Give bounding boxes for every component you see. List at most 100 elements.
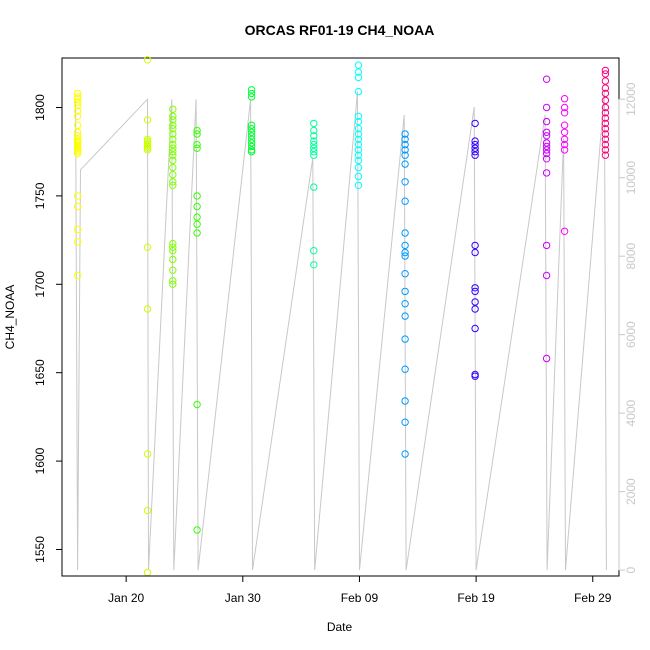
data-point: [401, 130, 409, 138]
data-point: [247, 142, 256, 151]
data-point: [471, 137, 479, 145]
data-point: [247, 86, 256, 94]
data-point: [73, 102, 82, 110]
data-point: [601, 140, 610, 149]
data-point: [542, 132, 551, 140]
data-point: [143, 450, 152, 458]
data-point: [310, 126, 318, 135]
data-point: [542, 117, 551, 126]
data-point: [542, 139, 551, 147]
y-tick-label: 1650: [33, 359, 47, 386]
data-point: [169, 144, 177, 152]
x-tick-label: Feb 09: [341, 591, 379, 605]
data-point: [601, 135, 610, 144]
data-point: [354, 181, 363, 190]
data-point: [169, 135, 177, 144]
data-point: [193, 229, 201, 237]
data-point: [310, 183, 318, 191]
data-point: [542, 169, 551, 177]
data-point: [73, 89, 82, 98]
data-point: [354, 146, 363, 154]
data-point: [169, 243, 177, 251]
data-point: [193, 140, 201, 149]
data-point: [471, 248, 479, 257]
series-rf08: [401, 130, 409, 458]
right-tick-label: 6000: [624, 321, 638, 348]
data-point: [471, 119, 479, 128]
data-point: [354, 61, 363, 69]
data-point: [601, 151, 610, 159]
data-point: [471, 151, 479, 159]
data-point: [169, 140, 177, 149]
secondary-line: [75, 91, 607, 571]
data-point: [354, 117, 363, 126]
data-point: [73, 107, 82, 115]
data-point: [354, 125, 363, 133]
series-rf11: [560, 95, 569, 236]
data-point: [73, 149, 82, 158]
data-point: [354, 156, 363, 165]
data-point: [401, 248, 409, 257]
data-point: [560, 135, 569, 144]
data-point: [73, 271, 82, 280]
right-tick-label: 12000: [624, 82, 638, 116]
data-point: [354, 151, 363, 159]
data-point: [401, 335, 409, 343]
right-tick-label: 10000: [624, 161, 638, 195]
data-point: [247, 93, 256, 101]
data-point: [193, 126, 201, 135]
data-point: [542, 142, 551, 151]
y-tick-label: 1800: [33, 94, 47, 121]
series-rf03: [169, 105, 177, 288]
y-tick-label: 1750: [33, 182, 47, 209]
data-point: [247, 121, 256, 129]
data-point: [247, 132, 256, 140]
data-point: [560, 95, 569, 103]
data-point: [560, 227, 569, 236]
data-point: [542, 75, 551, 83]
data-point: [401, 418, 409, 426]
data-point: [143, 116, 152, 124]
data-point: [401, 151, 409, 159]
data-point: [169, 280, 177, 288]
series-rf09: [471, 119, 479, 380]
data-point: [169, 130, 177, 138]
data-point: [542, 241, 551, 250]
data-point: [169, 151, 177, 159]
data-point: [354, 140, 363, 149]
data-point: [193, 130, 201, 138]
right-tick-label: 4000: [624, 399, 638, 426]
data-point: [601, 70, 610, 78]
data-point: [247, 139, 256, 147]
right-tick-label: 8000: [624, 243, 638, 270]
data-points-layer: [73, 56, 610, 577]
data-point: [73, 95, 82, 103]
data-point: [169, 156, 177, 165]
data-point: [310, 137, 318, 145]
data-point: [73, 121, 82, 129]
data-point: [310, 148, 318, 156]
data-point: [310, 144, 318, 152]
data-point: [601, 89, 610, 98]
data-point: [169, 116, 177, 124]
data-point: [601, 96, 610, 105]
x-axis: Jan 20 Jan 30 Feb 09 Feb 19 Feb 29: [108, 575, 612, 605]
data-point: [193, 526, 201, 534]
data-point: [601, 146, 610, 154]
data-point: [601, 77, 610, 85]
data-point: [354, 112, 363, 121]
data-point: [193, 213, 201, 221]
right-tick-label: 2000: [624, 478, 638, 505]
x-tick-label: Jan 20: [108, 591, 144, 605]
data-point: [143, 56, 152, 64]
data-point: [401, 135, 409, 144]
data-point: [401, 140, 409, 149]
data-point: [401, 312, 409, 320]
data-point: [143, 568, 152, 577]
data-point: [401, 241, 409, 250]
data-point: [471, 287, 479, 296]
series-rf05: [247, 86, 256, 156]
data-point: [169, 247, 177, 255]
plot-area-border: [61, 57, 620, 577]
data-point: [354, 172, 363, 181]
